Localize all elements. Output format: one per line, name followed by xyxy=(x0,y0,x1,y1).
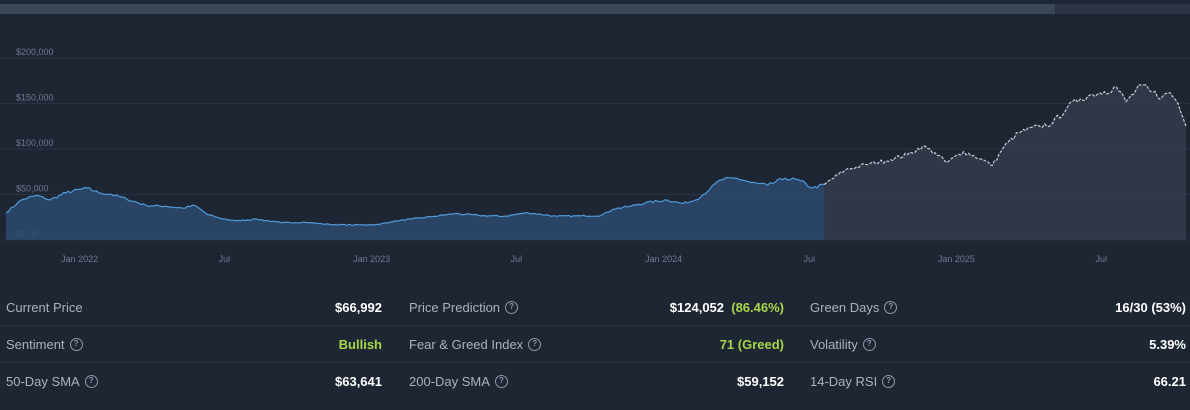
sma50-label: 50-Day SMA? xyxy=(6,363,206,399)
x-tick-label: Jan 2024 xyxy=(645,254,682,264)
sentiment-label: Sentiment? xyxy=(6,326,206,362)
stats-row-3: 50-Day SMA? $63,641 200-Day SMA? $59,152… xyxy=(0,363,1190,400)
rsi14-value: 66.21 xyxy=(1153,373,1186,389)
current-price-value: $66,992 xyxy=(335,299,382,315)
sma200-label: 200-Day SMA? xyxy=(409,363,629,399)
volatility-value: 5.39% xyxy=(1149,336,1186,352)
historical-area xyxy=(6,177,825,240)
price-chart: $0.00$50,000$100,000$150,000$200,000 Jan… xyxy=(0,47,1190,264)
current-price-label: Current Price xyxy=(6,299,83,315)
row-divider xyxy=(0,325,1190,326)
help-icon[interactable]: ? xyxy=(884,300,898,314)
sma50-value: $63,641 xyxy=(335,373,382,389)
chart-areas xyxy=(6,84,1186,240)
y-tick-label: $200,000 xyxy=(16,47,54,57)
y-tick-label: $150,000 xyxy=(16,93,54,103)
price-prediction-label: Price Prediction? xyxy=(409,289,629,325)
fear-greed-label: Fear & Greed Index? xyxy=(409,326,629,362)
stats-row-2: Sentiment? Bullish Fear & Greed Index? 7… xyxy=(0,326,1190,363)
x-tick-label: Jul xyxy=(219,254,231,264)
x-tick-label: Jan 2022 xyxy=(61,254,98,264)
y-tick-label: $100,000 xyxy=(16,138,54,148)
chart-lines xyxy=(5,83,1187,226)
row-divider xyxy=(0,362,1190,363)
x-tick-label: Jan 2025 xyxy=(938,254,975,264)
help-icon[interactable]: ? xyxy=(84,374,98,388)
y-tick-label: $50,000 xyxy=(16,184,49,194)
help-icon[interactable]: ? xyxy=(882,374,896,388)
sma200-value: $59,152 xyxy=(737,373,784,389)
scroll-bar[interactable] xyxy=(0,4,1190,14)
x-tick-label: Jul xyxy=(803,254,815,264)
price-prediction-change: (86.46%) xyxy=(731,299,784,315)
help-icon[interactable]: ? xyxy=(505,300,519,314)
stats-row-1: Current Price $66,992 Price Prediction? … xyxy=(0,289,1190,326)
price-prediction-value: $124,052 (86.46%) xyxy=(669,299,784,315)
green-days-label: Green Days? xyxy=(810,289,1030,325)
sentiment-value: Bullish xyxy=(338,336,382,352)
help-icon[interactable]: ? xyxy=(69,337,83,351)
x-axis-labels: Jan 2022 Jul Jan 2023 Jul Jan 2024 Jul Jan 202… xyxy=(61,254,1107,264)
x-tick-label: Jul xyxy=(511,254,523,264)
fear-greed-value: 71 (Greed) xyxy=(719,336,784,352)
green-days-value: 16/30 (53%) xyxy=(1115,299,1186,315)
prediction-area xyxy=(824,84,1186,240)
help-icon[interactable]: ? xyxy=(862,337,876,351)
historical-price-line xyxy=(5,176,825,226)
volatility-label: Volatility? xyxy=(810,326,1030,362)
help-icon[interactable]: ? xyxy=(528,337,542,351)
rsi14-label: 14-Day RSI? xyxy=(810,363,1030,399)
help-icon[interactable]: ? xyxy=(494,374,508,388)
scroll-thumb[interactable] xyxy=(0,4,1055,14)
x-tick-label: Jan 2023 xyxy=(353,254,390,264)
x-tick-label: Jul xyxy=(1095,254,1107,264)
